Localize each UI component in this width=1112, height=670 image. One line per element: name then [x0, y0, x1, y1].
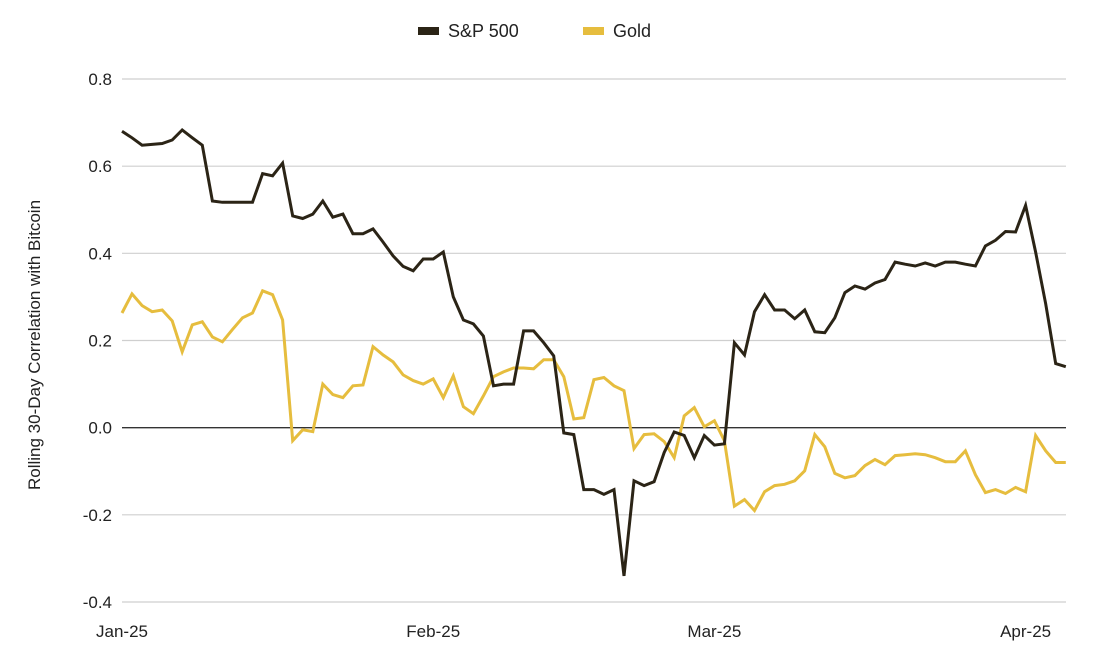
series-line-gold — [120, 288, 1066, 514]
y-tick-label: 0.2 — [88, 332, 112, 351]
legend-label: S&P 500 — [448, 21, 519, 41]
y-tick-label: 0.0 — [88, 419, 112, 438]
legend-swatch — [583, 27, 604, 35]
x-axis: Jan-25 Feb-25 Mar-25 Apr-25 — [96, 622, 1051, 641]
y-tick-label: 0.8 — [88, 70, 112, 89]
series-lines — [120, 128, 1067, 577]
x-tick-label: Feb-25 — [406, 622, 460, 641]
y-axis-label: Rolling 30-Day Correlation with Bitcoin — [25, 200, 44, 490]
legend-label: Gold — [613, 21, 651, 41]
series-line-s-p-500 — [121, 128, 1067, 577]
x-tick-label: Jan-25 — [96, 622, 148, 641]
y-tick-label: 0.4 — [88, 244, 112, 263]
x-tick-label: Apr-25 — [1000, 622, 1051, 641]
y-tick-label: -0.4 — [83, 593, 112, 612]
legend: S&P 500 Gold — [418, 21, 651, 41]
legend-swatch — [418, 27, 439, 35]
x-tick-label: Mar-25 — [687, 622, 741, 641]
y-axis: 0.8 0.6 0.4 0.2 0.0 -0.2 -0.4 — [83, 70, 112, 612]
y-tick-label: -0.2 — [83, 506, 112, 525]
gridlines — [122, 78, 1066, 603]
y-tick-label: 0.6 — [88, 157, 112, 176]
